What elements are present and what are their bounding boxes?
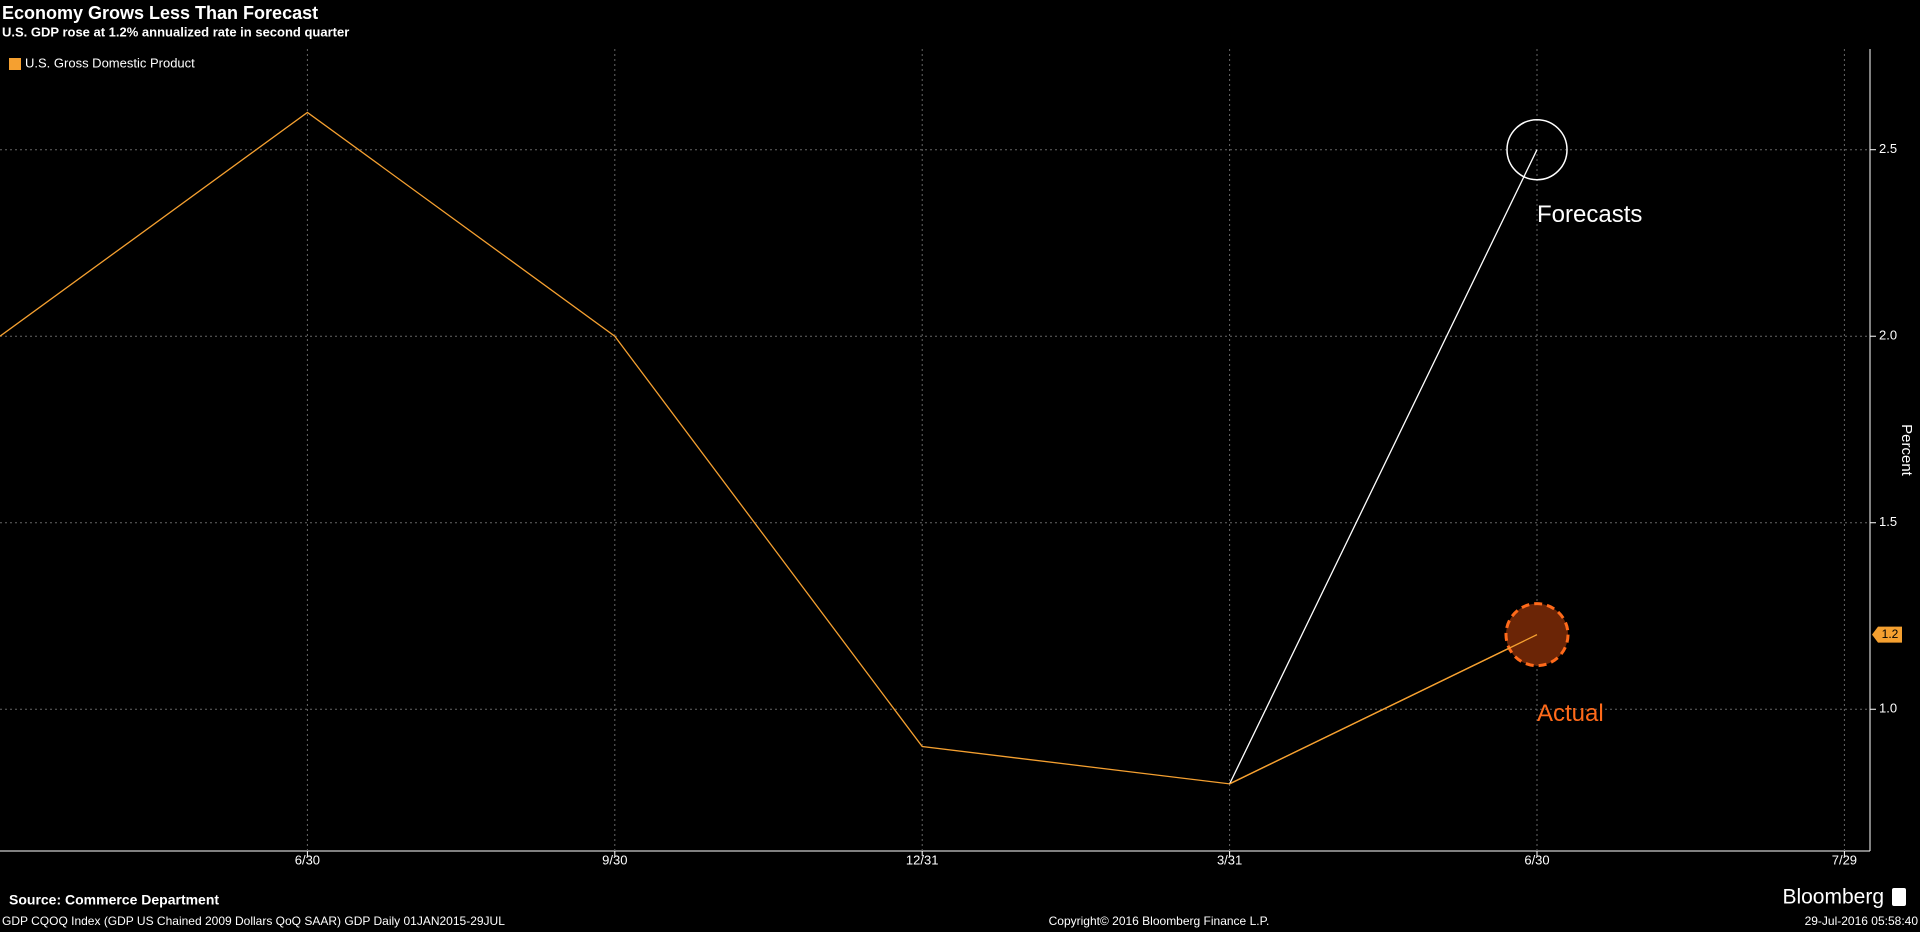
x-tick-label: 12/31 <box>906 852 939 867</box>
legend-swatch <box>9 58 21 70</box>
data-line <box>1229 149 1538 785</box>
x-tick-label: 6/30 <box>1524 852 1549 867</box>
last-value-box <box>1872 626 1902 643</box>
legend-label: U.S. Gross Domestic Product <box>25 55 195 70</box>
last-value-label: 1.2 <box>1882 627 1899 641</box>
brand: Bloomberg <box>1782 886 1884 909</box>
y-tick-label: 1.5 <box>1879 514 1897 529</box>
actual-line-overlay <box>1229 634 1538 785</box>
footer-left: GDP CQOQ Index (GDP US Chained 2009 Doll… <box>2 914 505 928</box>
y-tick-label: 2.5 <box>1879 141 1897 156</box>
y-tick-label: 2.0 <box>1879 328 1897 343</box>
timestamp: 29-Jul-2016 05:58:40 <box>1805 914 1919 928</box>
x-tick-label: 9/30 <box>602 852 627 867</box>
x-tick-label: 3/31 <box>1217 852 1242 867</box>
forecast-circle <box>1506 118 1568 181</box>
y-tick-label: 1.0 <box>1879 701 1897 716</box>
annotation: Actual <box>1537 700 1604 727</box>
y-axis-label: Percent <box>1898 424 1915 477</box>
footer-center: Copyright© 2016 Bloomberg Finance L.P. <box>1049 914 1270 928</box>
brand-icon <box>1892 888 1906 906</box>
x-tick-label: 7/29 <box>1832 852 1857 867</box>
x-tick-label: 6/30 <box>295 852 320 867</box>
chart-title: Economy Grows Less Than Forecast <box>2 3 318 23</box>
annotation: Forecasts <box>1537 201 1642 228</box>
chart-subtitle: U.S. GDP rose at 1.2% annualized rate in… <box>2 24 349 39</box>
source: Source: Commerce Department <box>9 892 219 908</box>
